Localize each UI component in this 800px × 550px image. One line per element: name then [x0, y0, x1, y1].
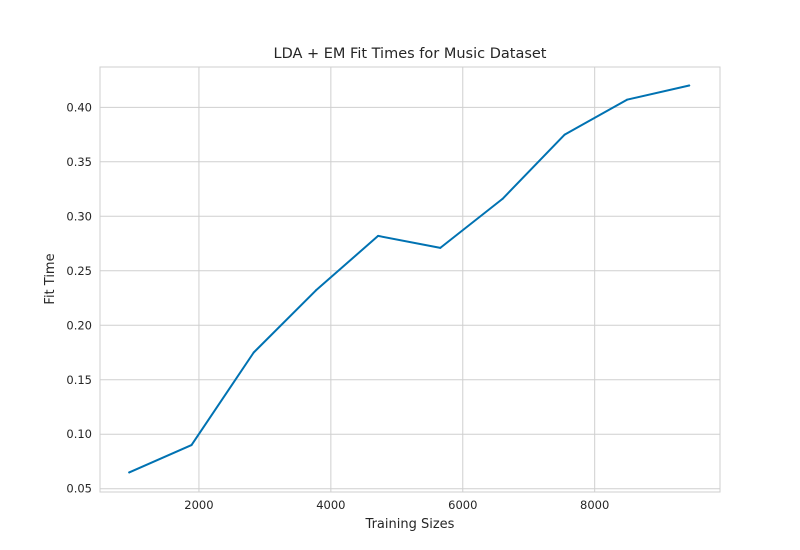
y-tick-label: 0.05	[66, 482, 92, 496]
y-tick-labels: 0.05 0.10 0.15 0.20 0.25 0.30 0.35 0.40	[66, 100, 92, 495]
y-tick-label: 0.30	[66, 209, 92, 223]
data-point	[501, 197, 504, 200]
y-tick-label: 0.10	[66, 427, 92, 441]
data-point	[688, 84, 691, 87]
data-point	[252, 351, 255, 354]
data-point	[626, 98, 628, 101]
x-tick-label: 6000	[448, 498, 477, 512]
x-tick-label: 8000	[580, 498, 609, 512]
grid-lines	[100, 67, 720, 492]
data-point	[190, 444, 193, 447]
x-axis-title: Training Sizes	[365, 517, 455, 532]
y-tick-label: 0.40	[66, 100, 92, 114]
y-tick-label: 0.15	[66, 373, 92, 387]
chart-title: LDA + EM Fit Times for Music Dataset	[273, 46, 546, 62]
data-point	[377, 234, 380, 237]
y-tick-label: 0.20	[66, 318, 92, 332]
x-tick-label: 4000	[316, 498, 345, 512]
data-point	[563, 133, 566, 136]
x-tick-labels: 2000 4000 6000 8000	[184, 498, 609, 512]
data-point	[439, 246, 442, 249]
series-layer	[128, 84, 691, 474]
y-tick-label: 0.25	[66, 264, 92, 278]
x-tick-label: 2000	[184, 498, 213, 512]
data-point	[314, 289, 317, 292]
series-line	[128, 84, 691, 474]
y-tick-label: 0.35	[66, 155, 92, 169]
data-point	[128, 471, 131, 474]
plot-frame	[99, 66, 721, 493]
y-axis-title: Fit Time	[43, 253, 58, 304]
